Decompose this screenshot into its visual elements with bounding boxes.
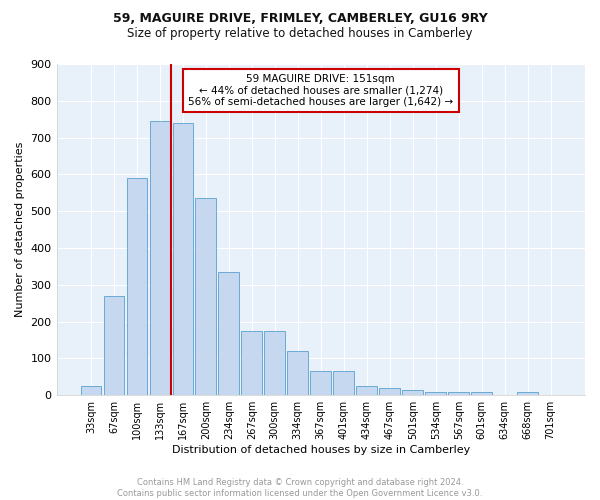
Bar [379,388,400,395]
Bar [149,121,170,395]
Bar [265,331,285,395]
Bar [472,392,492,395]
Bar [310,372,331,395]
Bar [173,123,193,395]
Text: Contains HM Land Registry data © Crown copyright and database right 2024.
Contai: Contains HM Land Registry data © Crown c… [118,478,482,498]
Bar [356,386,377,395]
Bar [448,392,469,395]
Text: Size of property relative to detached houses in Camberley: Size of property relative to detached ho… [127,28,473,40]
Bar [403,390,423,395]
Bar [80,386,101,395]
Bar [287,351,308,395]
Bar [241,331,262,395]
Bar [218,272,239,395]
Y-axis label: Number of detached properties: Number of detached properties [15,142,25,318]
Text: 59, MAGUIRE DRIVE, FRIMLEY, CAMBERLEY, GU16 9RY: 59, MAGUIRE DRIVE, FRIMLEY, CAMBERLEY, G… [113,12,487,26]
Bar [196,198,216,395]
Bar [517,392,538,395]
X-axis label: Distribution of detached houses by size in Camberley: Distribution of detached houses by size … [172,445,470,455]
Text: 59 MAGUIRE DRIVE: 151sqm
← 44% of detached houses are smaller (1,274)
56% of sem: 59 MAGUIRE DRIVE: 151sqm ← 44% of detach… [188,74,454,107]
Bar [127,178,147,395]
Bar [334,372,354,395]
Bar [104,296,124,395]
Bar [425,392,446,395]
